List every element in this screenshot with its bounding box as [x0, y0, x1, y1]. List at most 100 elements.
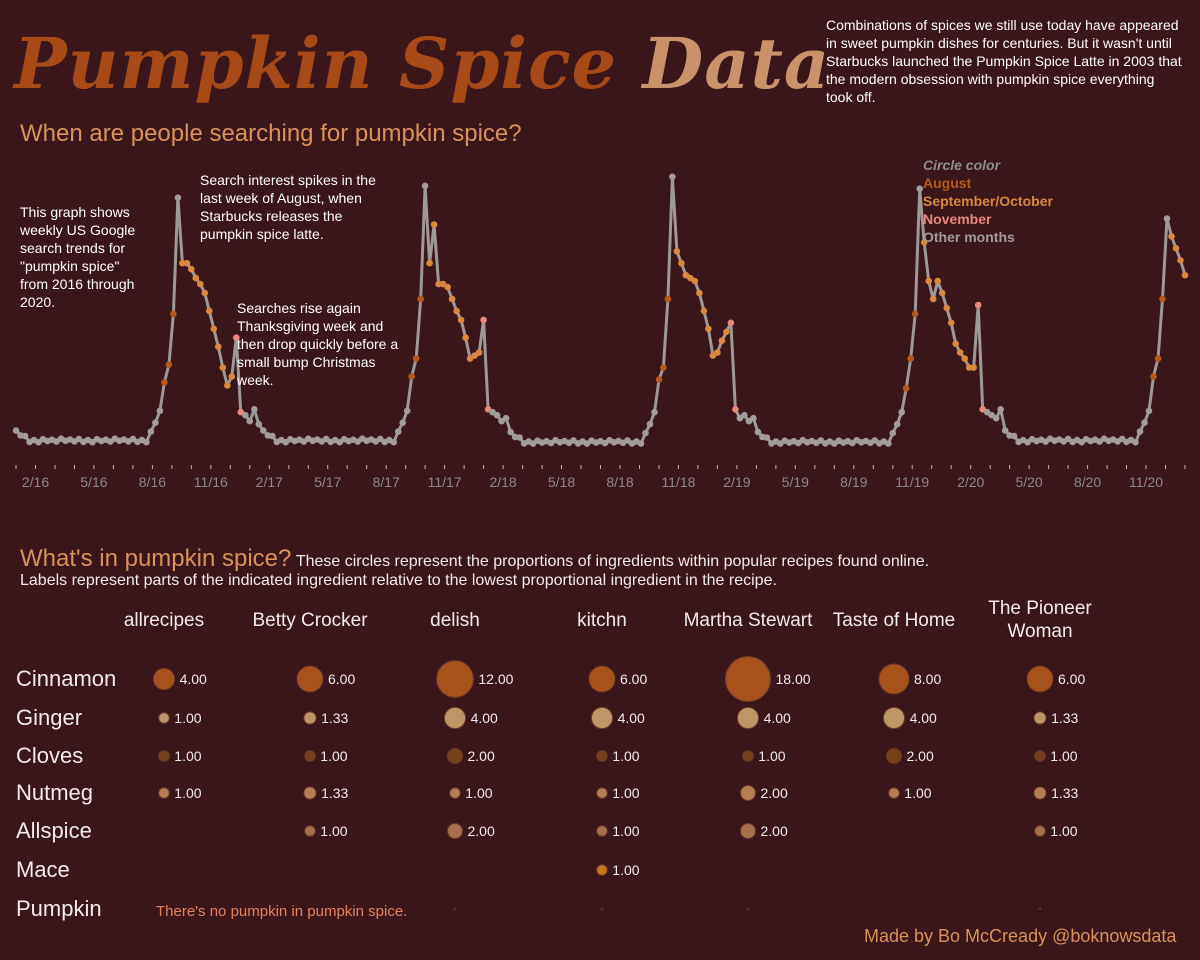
trend-point	[453, 307, 460, 315]
trend-point	[403, 407, 411, 415]
ingredients-description: These circles represent the proportions …	[295, 553, 930, 570]
bubble	[303, 786, 317, 800]
bubble-value-label: 1.00	[612, 823, 639, 839]
bubble-value-label: 1.33	[1051, 710, 1078, 726]
recipe-bubble-chart: allrecipes Betty Crocker delish kitchn Marth…	[16, 598, 1092, 921]
trend-point	[727, 319, 735, 327]
ingredient-label: Nutmeg	[16, 780, 93, 805]
bubble	[878, 663, 910, 695]
ingredient-label: Ginger	[16, 705, 82, 730]
trend-point	[660, 364, 667, 371]
bubble	[588, 665, 616, 693]
legend-item: Other months	[923, 229, 1015, 245]
trend-point	[741, 411, 748, 419]
trend-point	[430, 221, 438, 228]
trend-point	[925, 277, 932, 285]
trend-point	[992, 414, 1000, 422]
bubble	[152, 667, 176, 691]
bubble-value-label: 1.33	[321, 785, 348, 801]
trend-point	[754, 428, 762, 436]
bubble	[158, 787, 170, 799]
trend-x-tick-label: 5/18	[548, 474, 575, 490]
bubble-value-label: 1.00	[904, 785, 931, 801]
trend-point	[763, 434, 771, 441]
trend-point	[1145, 407, 1153, 415]
bubble-value-label: 1.00	[174, 710, 201, 726]
trend-point	[732, 406, 739, 413]
bubble	[596, 750, 608, 762]
trend-point	[889, 429, 897, 437]
note-graph-description: This graph shows weekly US Google search…	[20, 204, 136, 310]
bubble	[447, 748, 463, 764]
bubble	[596, 825, 608, 837]
legend-item: November	[923, 211, 992, 227]
trend-point	[12, 427, 20, 434]
trend-point	[516, 434, 523, 441]
trend-point	[394, 428, 402, 435]
bubble-value-label: 1.00	[758, 748, 785, 764]
ingredients-heading: What's in pumpkin spice?	[20, 545, 292, 572]
trend-point	[192, 274, 200, 282]
recipe-header: delish	[430, 610, 480, 631]
bubble	[158, 712, 170, 724]
trend-x-tick-label: 5/20	[1015, 474, 1042, 490]
trend-point	[152, 419, 159, 427]
trend-point	[1010, 432, 1018, 440]
title-part-2: Data	[642, 22, 831, 105]
trend-point	[943, 304, 950, 312]
trend-point	[475, 349, 483, 356]
ingredients-label-description: Labels represent parts of the indicated …	[20, 572, 777, 589]
trend-point	[691, 277, 699, 285]
bubble	[746, 907, 750, 911]
trend-point	[1168, 233, 1175, 240]
ingredient-label: Mace	[16, 857, 70, 882]
bubble	[742, 750, 754, 762]
trend-point	[174, 194, 182, 201]
trend-point	[206, 307, 213, 315]
note-august-spike: Search interest spikes in the last week …	[200, 172, 376, 242]
trend-point	[399, 419, 407, 427]
bubble	[725, 656, 771, 702]
bubble-value-label: 1.00	[612, 862, 639, 878]
trend-point	[165, 361, 173, 368]
trend-point	[664, 295, 672, 303]
bubble-value-label: 1.00	[1050, 823, 1077, 839]
bubble	[1034, 825, 1046, 837]
trend-point	[929, 295, 937, 303]
trend-point	[21, 432, 29, 440]
bubble-value-label: 1.00	[612, 748, 639, 764]
trend-point	[1177, 257, 1184, 264]
trend-point	[417, 295, 425, 303]
bubble-value-label: 6.00	[620, 671, 647, 687]
bubble	[304, 750, 316, 762]
bubble	[436, 660, 474, 698]
trend-point	[480, 316, 487, 324]
trend-point	[655, 376, 663, 383]
trend-x-axis: 2/16 5/16 8/16 11/16 2/17 5/17 8/17 11/17 2/18 5/…	[15, 465, 1186, 490]
trend-point	[143, 438, 150, 446]
trend-point	[920, 239, 928, 246]
bubble-labels-group: 4.00 1.00 1.00 1.00 6.00 1.33 1.00 1.33 1.00 12.0…	[174, 671, 1085, 878]
trend-point	[750, 414, 757, 422]
trend-x-tick-label: 11/20	[1129, 474, 1163, 490]
trend-point	[952, 340, 959, 347]
trend-point	[1150, 373, 1157, 380]
bubble	[590, 706, 614, 730]
trend-point	[457, 316, 465, 324]
trend-x-tick-label: 5/19	[782, 474, 809, 490]
bubble-value-label: 2.00	[468, 748, 495, 764]
trend-point	[705, 325, 712, 333]
trend-point	[970, 364, 977, 371]
bubble	[596, 864, 608, 876]
bubble-value-label: 1.00	[174, 748, 201, 764]
bubble-value-label: 1.00	[320, 823, 347, 839]
trend-point	[911, 310, 919, 318]
trend-point	[147, 428, 155, 435]
bubble-value-label: 12.00	[478, 671, 513, 687]
legend-title: Circle color	[923, 157, 1001, 173]
trend-x-tick-label: 2/19	[723, 474, 750, 490]
trend-point	[947, 319, 955, 327]
trend-point	[898, 408, 905, 416]
bubble-value-label: 4.00	[471, 710, 498, 726]
trend-point	[183, 259, 191, 267]
